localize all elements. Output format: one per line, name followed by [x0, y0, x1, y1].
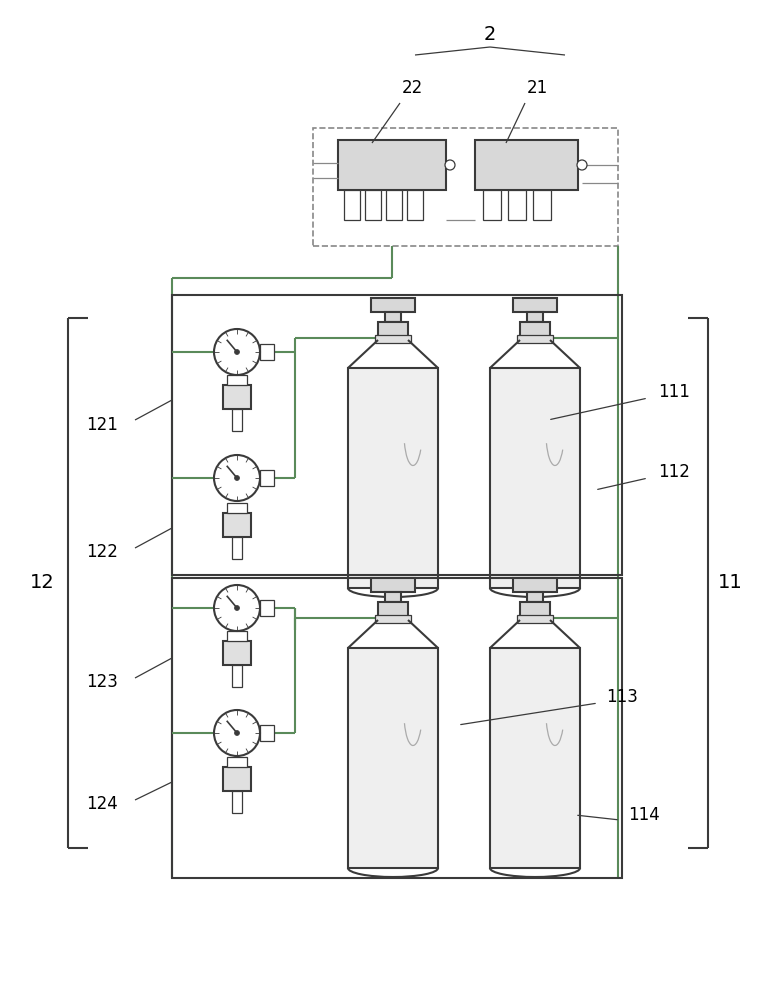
Bar: [520, 322, 550, 340]
Bar: [490, 368, 580, 588]
Text: 21: 21: [526, 79, 548, 97]
Text: 121: 121: [86, 416, 118, 434]
Bar: [260, 344, 274, 360]
Bar: [223, 767, 251, 791]
Text: 2: 2: [483, 25, 496, 44]
Bar: [232, 409, 242, 431]
Circle shape: [214, 455, 260, 501]
Bar: [407, 190, 423, 220]
Circle shape: [234, 350, 240, 355]
Bar: [338, 140, 446, 190]
Bar: [365, 190, 381, 220]
Circle shape: [214, 585, 260, 631]
Bar: [227, 757, 247, 767]
Bar: [227, 631, 247, 641]
Bar: [483, 190, 501, 220]
Bar: [508, 190, 526, 220]
Bar: [227, 375, 247, 385]
Bar: [313, 128, 618, 246]
Text: 113: 113: [606, 688, 638, 706]
Bar: [172, 578, 622, 878]
Bar: [520, 602, 550, 620]
Bar: [348, 368, 438, 588]
Text: 122: 122: [86, 543, 118, 561]
Bar: [223, 641, 251, 665]
Bar: [475, 140, 578, 190]
Bar: [227, 503, 247, 513]
Text: 112: 112: [658, 463, 690, 481]
Bar: [223, 385, 251, 409]
Bar: [517, 615, 553, 623]
Circle shape: [214, 329, 260, 375]
Bar: [260, 600, 274, 616]
Bar: [371, 578, 415, 592]
Bar: [513, 578, 557, 592]
Bar: [533, 190, 551, 220]
Bar: [378, 322, 408, 340]
Circle shape: [445, 160, 455, 170]
Bar: [527, 592, 543, 602]
Circle shape: [234, 730, 240, 736]
Circle shape: [234, 605, 240, 610]
Text: 124: 124: [86, 795, 118, 813]
Bar: [375, 335, 411, 343]
Text: 11: 11: [718, 574, 743, 592]
Circle shape: [234, 476, 240, 481]
Bar: [375, 615, 411, 623]
Text: 123: 123: [86, 673, 118, 691]
Bar: [378, 602, 408, 620]
Circle shape: [214, 710, 260, 756]
Bar: [527, 312, 543, 322]
Text: 111: 111: [658, 383, 690, 401]
Bar: [260, 725, 274, 741]
Bar: [371, 298, 415, 312]
Bar: [260, 470, 274, 486]
Bar: [172, 295, 622, 575]
Bar: [344, 190, 360, 220]
Bar: [348, 648, 438, 868]
Bar: [385, 312, 401, 322]
Text: 114: 114: [628, 806, 660, 824]
Bar: [386, 190, 402, 220]
Bar: [513, 298, 557, 312]
Bar: [232, 665, 242, 687]
Text: 22: 22: [401, 79, 423, 97]
Bar: [232, 791, 242, 813]
Bar: [517, 335, 553, 343]
Bar: [223, 513, 251, 537]
Bar: [490, 648, 580, 868]
Circle shape: [577, 160, 587, 170]
Bar: [232, 537, 242, 559]
Text: 12: 12: [29, 574, 54, 592]
Bar: [385, 592, 401, 602]
